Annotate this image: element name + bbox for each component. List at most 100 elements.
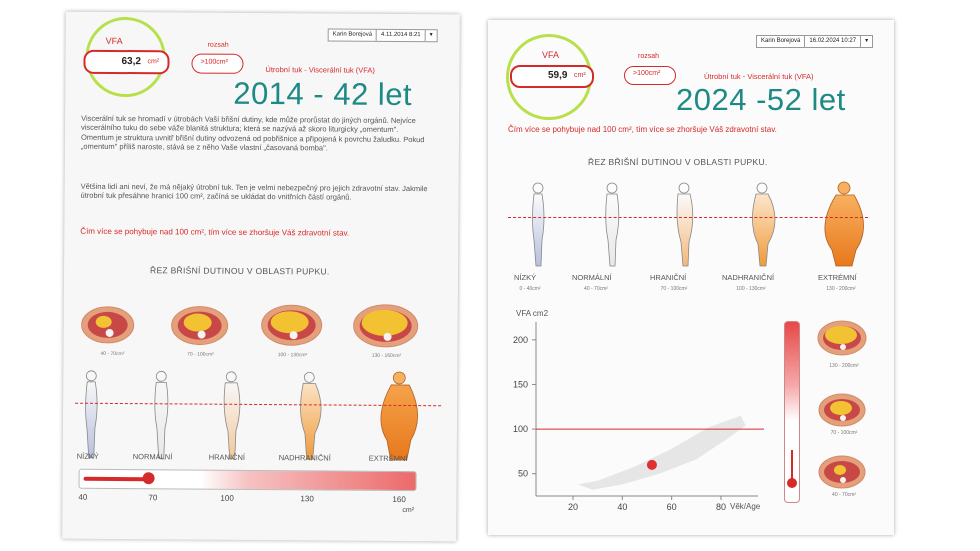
body-figure-low: [85, 370, 98, 459]
year-overlay: 2014 - 42 let: [233, 75, 413, 113]
scale-unit: cm²: [402, 506, 415, 515]
report-subtitle: Útrobní tuk - Viscerální tuk (VFA): [704, 72, 814, 81]
vfa-label: VFA: [542, 50, 560, 60]
category-label: NÍZKÝ: [514, 273, 537, 282]
body-figure-extreme: [824, 181, 864, 267]
category-label: NORMÁLNÍ: [572, 273, 612, 282]
scale-tick: 130: [300, 494, 314, 504]
patient-header: Karin Borejová 4.11.2014 8:21 ▾: [327, 28, 438, 43]
cross-section-extreme: [817, 320, 867, 356]
vertical-vfa-scale: [784, 321, 800, 503]
y-tick-label: 200: [513, 335, 528, 345]
category-label: EXTRÉMNÍ: [818, 273, 857, 282]
vfa-value-box: 63,2 cm²: [83, 49, 170, 75]
category-range: 100 - 130cm²: [736, 286, 766, 292]
vertical-scale-fill: [791, 450, 793, 482]
category-label: HRANIČNÍ: [208, 452, 246, 462]
vfa-scale-fill: [83, 476, 149, 482]
category-label: NADHRANIČNÍ: [722, 273, 775, 282]
cross-section-2: [171, 306, 229, 346]
cross-section-low: [818, 455, 866, 489]
year-overlay: 2024 -52 let: [676, 82, 846, 117]
side-cross-caption: 70 - 100cm²: [830, 430, 858, 436]
cross-section-3: [261, 304, 323, 346]
vfa-value: 63,2: [121, 56, 142, 68]
scale-tick: 100: [220, 493, 234, 503]
body-figure-above-limit: [300, 371, 322, 460]
category-label: NÍZKÝ: [76, 451, 99, 461]
patient-header: Karin Borejová 16.02.2024 10:27 ▾: [756, 35, 874, 48]
measure-date[interactable]: 4.11.2014 8:21: [377, 29, 426, 42]
section-title: ŘEZ BŘIŠNÍ DUTINOU V OBLASTI PUPKU.: [588, 157, 768, 167]
range-value: >100cm²: [633, 70, 661, 77]
threshold-line: [508, 217, 868, 218]
body-figure-row: [532, 181, 864, 267]
measure-date[interactable]: 16.02.2024 10:27: [805, 36, 862, 47]
range-label: rozsah: [207, 41, 229, 49]
cross-section-4: [353, 304, 419, 348]
body-figure-row: [85, 370, 418, 461]
body-figure-borderline: [223, 371, 241, 460]
y-tick-label: 50: [518, 469, 528, 479]
range-box: >100cm²: [624, 66, 676, 85]
triangle-down-icon[interactable]: ▾: [429, 32, 433, 39]
category-range: 40 - 70cm²: [584, 286, 608, 292]
body-figure-extreme: [380, 371, 418, 461]
normal-range-band: [577, 415, 746, 490]
x-tick-label: 20: [568, 502, 578, 512]
section-title: ŘEZ BŘIŠNÍ DUTINOU V OBLASTI PUPKU.: [150, 265, 330, 277]
report-2014: Karin Borejová 4.11.2014 8:21 ▾ VFA 63,2…: [62, 11, 460, 542]
side-cross-caption: 40 - 70cm²: [832, 492, 856, 498]
vfa-scale-marker: [142, 472, 155, 485]
scale-tick: 70: [148, 493, 158, 503]
vfa-unit: cm²: [574, 72, 586, 79]
side-cross-sections: [817, 320, 867, 489]
vfa-age-chart: 50 100 150 200 20 40 60 80 VFA cm2 Věk/Age: [513, 309, 764, 512]
category-label: NORMÁLNÍ: [132, 452, 173, 462]
body-figure-above-limit: [752, 182, 776, 267]
category-label: NADHRANIČNÍ: [278, 453, 331, 463]
x-tick-label: 60: [667, 502, 677, 512]
scale-tick: 40: [78, 492, 88, 502]
range-box: >100cm²: [191, 53, 244, 74]
category-range: 130 - 200cm²: [826, 286, 856, 292]
intro-paragraph: Viscerální tuk se hromadí v útrobách Vaš…: [80, 113, 425, 153]
scale-tick: 160: [392, 494, 406, 505]
y-axis-label: VFA cm2: [516, 309, 549, 318]
cross-section-1: [81, 306, 135, 344]
data-point: [646, 459, 657, 470]
cross-section-caption: 100 - 130cm²: [277, 352, 308, 359]
cross-section-caption: 130 - 160cm²: [371, 352, 402, 359]
range-label: rozsah: [638, 53, 660, 60]
x-tick-label: 40: [617, 502, 627, 512]
body-figure-low: [532, 182, 545, 267]
patient-name: Karin Borejová: [757, 36, 806, 47]
triangle-down-icon[interactable]: ▾: [865, 38, 869, 44]
cross-section-medium: [818, 393, 866, 427]
vfa-scale-bar: [78, 468, 417, 492]
body-figure-normal: [605, 182, 620, 267]
x-tick-label: 80: [716, 502, 726, 512]
report-2024: Karin Borejová 16.02.2024 10:27 ▾ VFA 59…: [488, 20, 894, 535]
warning-text: Čím více se pohybuje nad 100 cm², tím ví…: [80, 226, 350, 238]
category-range: 70 - 100cm²: [660, 286, 688, 292]
report-subtitle: Útrobní tuk - Viscerální tuk (VFA): [265, 65, 375, 75]
y-tick-label: 100: [513, 424, 528, 434]
y-tick-label: 150: [513, 379, 528, 389]
body-figure-normal: [154, 370, 169, 459]
cross-section-row: [81, 304, 419, 348]
vfa-label: VFA: [105, 35, 123, 47]
range-value: >100cm²: [200, 58, 228, 66]
category-range: 0 - 40cm²: [519, 286, 541, 292]
category-label: EXTRÉMNÍ: [368, 453, 408, 464]
patient-name: Karin Borejová: [328, 29, 378, 41]
vfa-value: 59,9: [548, 70, 568, 81]
warning-text: Čím více se pohybuje nad 100 cm², tím ví…: [508, 125, 777, 134]
vfa-value-box: 59,9 cm²: [510, 65, 594, 88]
category-label: HRANIČNÍ: [650, 273, 687, 282]
side-cross-caption: 130 - 200cm²: [829, 363, 859, 369]
body-figure-borderline: [676, 182, 694, 267]
x-axis-label: Věk/Age: [730, 502, 761, 511]
vfa-unit: cm²: [147, 58, 160, 66]
info-paragraph: Většina lidí ani neví, že má nějaký útro…: [80, 181, 428, 203]
